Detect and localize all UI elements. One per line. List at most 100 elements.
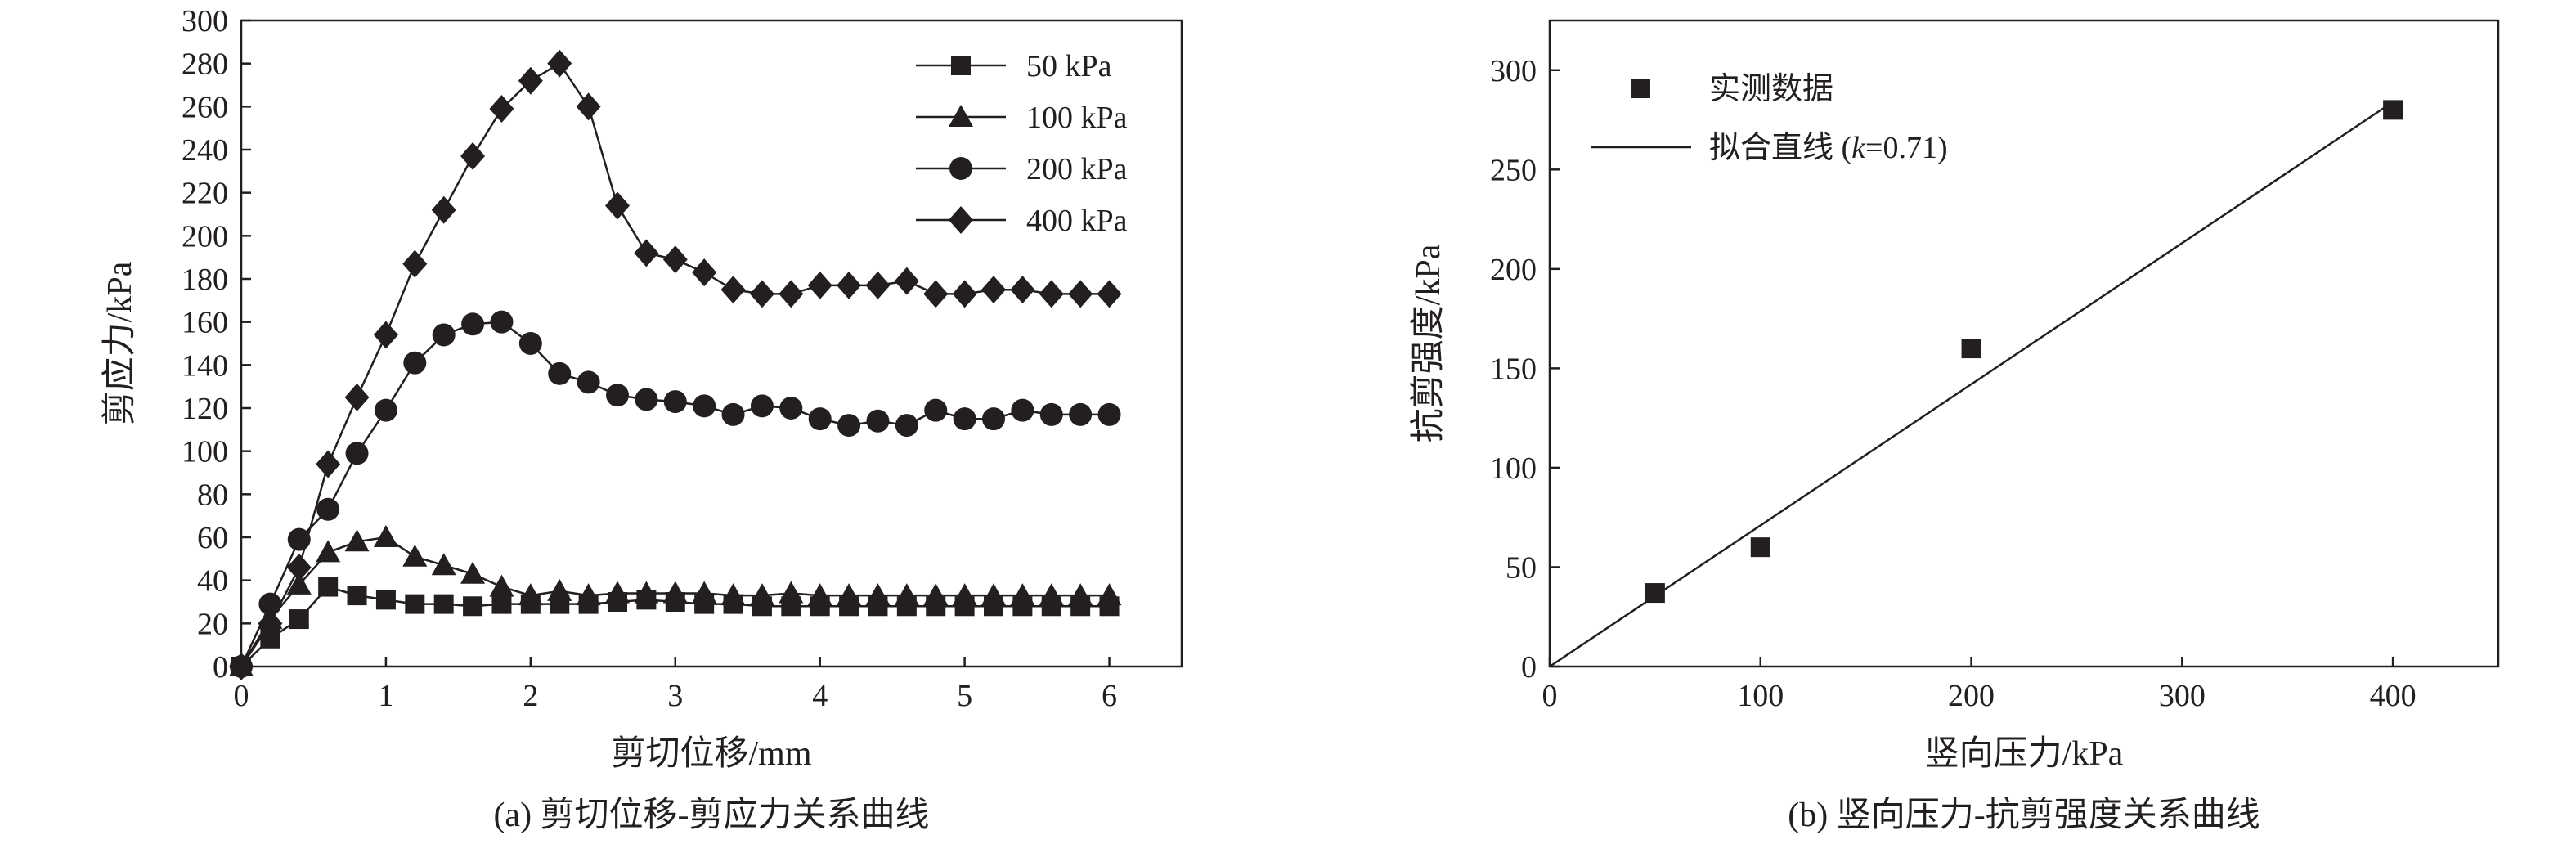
panel-a-y-tick-label: 160 xyxy=(182,306,228,340)
panel-b-legend-label-measured: 实测数据 xyxy=(1709,72,1833,106)
panel-a-data-point xyxy=(750,394,774,418)
panel-b-y-tick-label: 100 xyxy=(1490,451,1537,486)
panel-a-data-point xyxy=(808,407,832,431)
panel-a-data-point xyxy=(720,276,746,304)
panel-a-data-point xyxy=(779,280,804,308)
panel-b-x-tick-label: 300 xyxy=(2159,679,2206,713)
panel-a-legend-label: 400 kPa xyxy=(1026,204,1128,238)
panel-b-y-tick-label: 0 xyxy=(1521,650,1537,685)
panel-a-ticks: 0 1 2 3 4 5 6020406080100120140160180200220240… xyxy=(182,4,1117,713)
panel-a-data-point xyxy=(779,397,803,420)
panel-a-data-point xyxy=(431,553,456,576)
panel-a-y-tick-label: 0 xyxy=(213,650,228,685)
panel-a-data-point xyxy=(634,239,659,267)
panel-b-x-tick-label: 200 xyxy=(1948,679,1995,713)
panel-a-data-point xyxy=(518,66,543,95)
panel-b-ticks: 0 100 200 300 400 0 50 100 150 200 250 300 xyxy=(1490,54,2417,713)
panel-b-y-tick-label: 300 xyxy=(1490,54,1537,88)
panel-a-data-point xyxy=(952,583,977,606)
panel-a-data-point xyxy=(316,497,340,521)
panel-a-data-point xyxy=(981,583,1006,606)
panel-a-y-tick-label: 60 xyxy=(197,521,228,555)
panel-a-series-lines xyxy=(240,62,1110,667)
panel-a-data-point xyxy=(662,245,688,274)
panel-a-data-point xyxy=(953,407,976,431)
panel-a-data-point xyxy=(402,249,428,278)
panel-a-y-tick-label: 140 xyxy=(182,348,228,383)
panel-a-data-point xyxy=(518,583,543,606)
panel-a-data-point xyxy=(952,280,977,308)
panel-a-legend-marker xyxy=(949,105,973,127)
panel-a-x-tick-label: 0 xyxy=(234,679,249,713)
panel-a-data-point xyxy=(461,312,485,336)
panel-a-y-tick-label: 100 xyxy=(182,435,228,469)
panel-a-x-axis-label: 剪切位移/mm xyxy=(611,734,811,773)
panel-a-shear-displacement-chart: 0 1 2 3 4 5 6020406080100120140160180200220240… xyxy=(101,4,1183,834)
panel-a-data-point xyxy=(577,370,600,394)
panel-a-data-point xyxy=(605,191,630,220)
panel-a-x-tick-label: 1 xyxy=(378,679,393,713)
panel-a-data-point xyxy=(692,581,717,604)
panel-a-legend-label: 100 kPa xyxy=(1026,101,1128,135)
panel-b-legend-label-fit: 拟合直线 (k=0.71) xyxy=(1709,131,1948,165)
panel-a-data-point xyxy=(1010,276,1035,304)
panel-a-y-tick-label: 20 xyxy=(197,607,228,641)
panel-a-data-point xyxy=(576,92,601,121)
panel-a-data-point xyxy=(1068,280,1093,308)
panel-b-plot-frame xyxy=(1548,19,2500,668)
panel-a-data-point xyxy=(489,574,514,597)
panel-a-data-point xyxy=(229,653,254,680)
panel-b-y-axis-label: 抗剪强度/kPa xyxy=(1409,244,1447,442)
panel-a-data-point xyxy=(807,271,832,299)
panel-a-data-point xyxy=(433,594,454,614)
panel-a-x-tick-label: 3 xyxy=(667,679,683,713)
panel-b-x-axis-label: 竖向压力/kPa xyxy=(1925,735,2124,773)
panel-a-data-point xyxy=(693,394,716,418)
panel-a-y-tick-label: 40 xyxy=(197,564,228,599)
panel-a-data-point xyxy=(547,578,572,601)
panel-a-x-tick-label: 6 xyxy=(1102,679,1117,713)
panel-b-fit-line xyxy=(1549,101,2394,668)
panel-a-caption: (a) 剪切位移-剪应力关系曲线 xyxy=(493,796,929,834)
panel-a-data-point xyxy=(721,402,745,426)
panel-a-data-point xyxy=(344,529,370,552)
panel-a-data-point xyxy=(1010,583,1035,606)
panel-b-y-tick-label: 200 xyxy=(1490,253,1537,287)
panel-a-plot-frame xyxy=(240,19,1183,668)
panel-a-y-tick-label: 240 xyxy=(182,133,228,168)
panel-a-data-point xyxy=(432,323,456,347)
panel-b-data-point xyxy=(2383,100,2403,120)
panel-a-data-point xyxy=(1039,402,1063,426)
panel-a-data-point xyxy=(318,577,339,597)
panel-a-data-point xyxy=(1068,583,1093,606)
panel-a-data-point xyxy=(373,321,398,349)
panel-a-data-point xyxy=(779,581,804,604)
panel-a-data-point xyxy=(316,450,341,478)
panel-b-data-point xyxy=(1961,339,1981,359)
panel-a-data-point xyxy=(1011,398,1034,422)
panel-a-y-tick-label: 260 xyxy=(182,90,228,124)
panel-b-x-tick-label: 400 xyxy=(2370,679,2417,713)
panel-a-data-point xyxy=(547,49,572,78)
panel-a-data-point xyxy=(982,407,1005,431)
panel-a-data-point xyxy=(895,414,918,438)
panel-a-data-point xyxy=(286,553,312,581)
panel-a-data-point xyxy=(373,525,398,547)
panel-a-data-point xyxy=(981,276,1006,304)
panel-a-data-point xyxy=(489,94,514,123)
panel-a-x-tick-label: 2 xyxy=(523,679,538,713)
panel-b-caption: (b) 竖向压力-抗剪强度关系曲线 xyxy=(1788,796,2260,834)
panel-a-data-point xyxy=(605,581,630,604)
panel-a-data-point xyxy=(548,361,572,385)
panel-a-y-tick-label: 220 xyxy=(182,177,228,211)
panel-a-data-point xyxy=(1097,583,1122,606)
panel-a-data-point xyxy=(865,271,891,299)
panel-a-data-point xyxy=(923,280,949,308)
panel-b-measured-points xyxy=(1645,100,2403,604)
panel-a-data-point xyxy=(720,583,746,606)
panel-a-legend-marker xyxy=(951,56,971,75)
panel-b-y-tick-label: 50 xyxy=(1506,550,1537,585)
panel-a-data-point xyxy=(258,592,282,616)
